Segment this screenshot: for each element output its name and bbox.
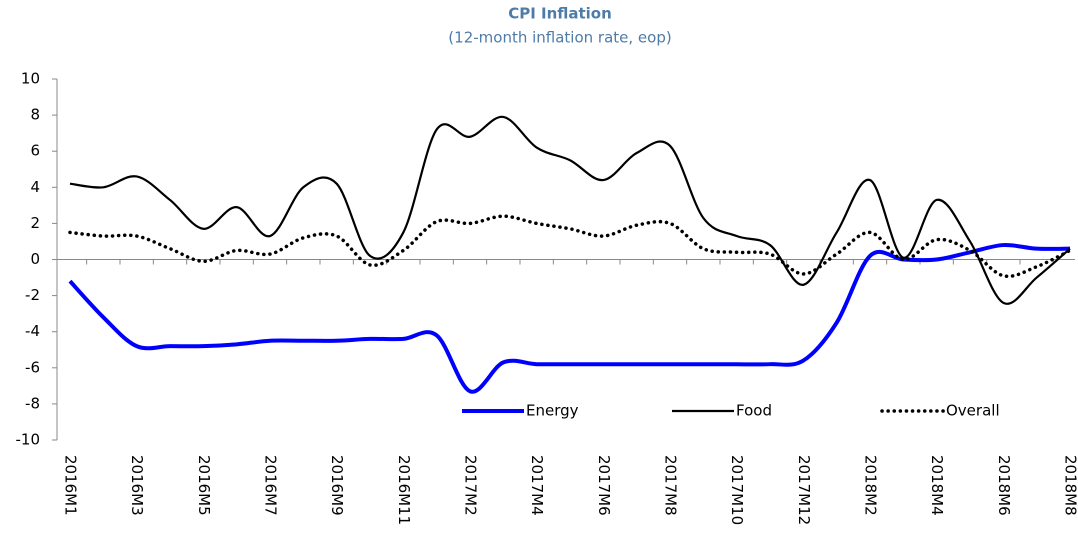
y-tick-label: -2 bbox=[25, 286, 40, 304]
y-tick-label: 8 bbox=[30, 106, 40, 124]
chart-title: CPI Inflation bbox=[508, 5, 612, 23]
y-tick-label: 6 bbox=[30, 142, 40, 160]
chart-subtitle: (12-month inflation rate, eop) bbox=[448, 29, 671, 47]
x-tick-label: 2016M9 bbox=[328, 455, 346, 516]
legend-label: Energy bbox=[526, 402, 579, 420]
y-tick-label: 2 bbox=[30, 214, 40, 232]
y-tick-label: -4 bbox=[25, 322, 40, 340]
x-tick-label: 2018M8 bbox=[1062, 455, 1078, 516]
x-tick-label: 2018M2 bbox=[862, 455, 880, 516]
y-tick-label: 0 bbox=[30, 250, 40, 268]
x-tick-label: 2016M11 bbox=[395, 455, 413, 525]
x-tick-label: 2016M5 bbox=[195, 455, 213, 516]
x-tick-label: 2017M6 bbox=[595, 455, 613, 516]
y-tick-label: -8 bbox=[25, 394, 40, 412]
x-tick-label: 2018M4 bbox=[928, 455, 946, 516]
x-tick-label: 2017M2 bbox=[462, 455, 480, 516]
legend-label: Overall bbox=[946, 402, 1000, 420]
x-tick-label: 2016M3 bbox=[128, 455, 146, 516]
y-tick-label: 10 bbox=[21, 70, 40, 88]
x-tick-label: 2018M6 bbox=[995, 455, 1013, 516]
series-line bbox=[70, 117, 1070, 304]
y-tick-label: -6 bbox=[25, 358, 40, 376]
x-tick-label: 2017M10 bbox=[728, 455, 746, 525]
x-tick-label: 2017M12 bbox=[795, 455, 813, 525]
series-line bbox=[70, 245, 1070, 392]
y-tick-label: 4 bbox=[30, 178, 40, 196]
series-line bbox=[70, 216, 1070, 276]
legend-label: Food bbox=[736, 402, 772, 420]
x-tick-label: 2016M1 bbox=[62, 455, 80, 516]
y-tick-label: -10 bbox=[16, 431, 41, 449]
x-tick-label: 2017M8 bbox=[662, 455, 680, 516]
x-tick-label: 2017M4 bbox=[528, 455, 546, 516]
x-tick-label: 2016M7 bbox=[262, 455, 280, 516]
